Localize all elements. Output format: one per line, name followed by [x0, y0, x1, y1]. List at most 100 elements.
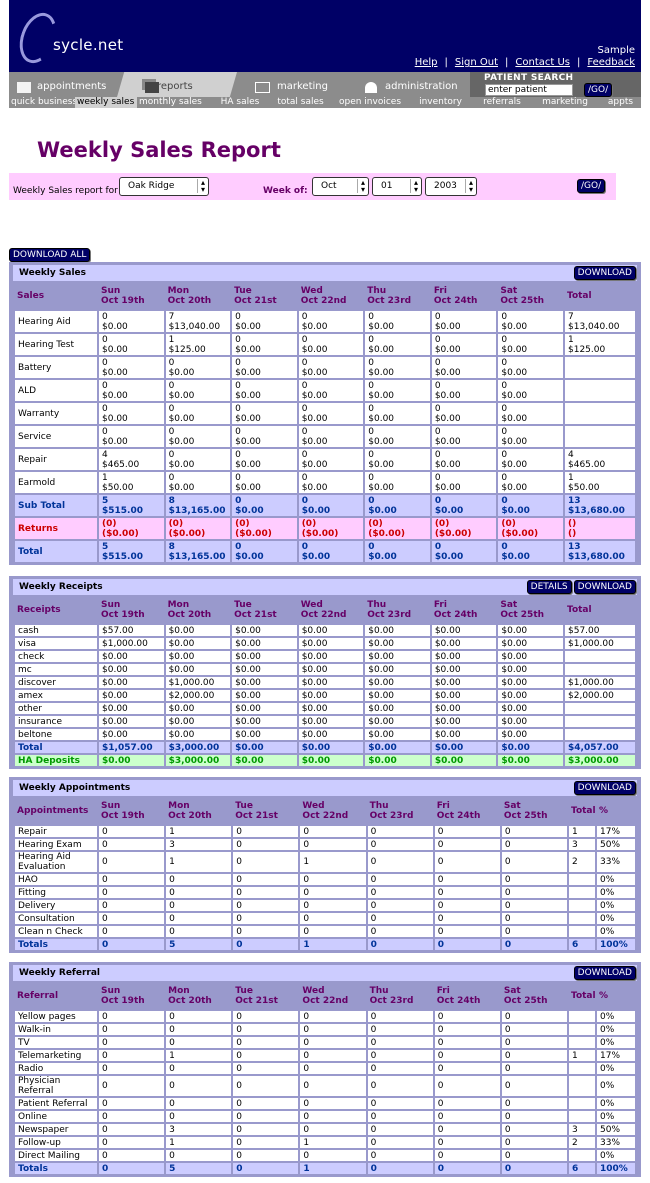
table-cell: 7 $13,040.00: [565, 311, 635, 332]
weekday: Sat: [503, 801, 521, 811]
table-cell: $0.00: [365, 664, 430, 675]
table-row: mc $0.00 $0.00 $0.00 $0.00 $0.00 $0.00 $0.00: [15, 664, 635, 675]
table-cell: $0.00: [431, 664, 497, 675]
help-link[interactable]: Help: [414, 57, 438, 68]
table-cell: 0%: [597, 1150, 635, 1161]
details-button[interactable]: DETAILS: [526, 580, 572, 594]
tab-marketing[interactable]: marketing: [249, 72, 359, 97]
row-label: Totals: [15, 939, 97, 950]
table-cell: 0: [434, 1098, 500, 1109]
day-column-header: Mon Oct 20th: [166, 283, 231, 309]
table-cell: 0: [367, 1098, 433, 1109]
table-cell: 0: [166, 1150, 232, 1161]
cell-amount: $0.00: [434, 344, 461, 355]
subnav-marketing[interactable]: marketing: [542, 97, 588, 107]
table-cell: 0: [99, 1150, 165, 1161]
table-cell: 0 $0.00: [498, 426, 563, 447]
cell-amount: $0.00: [301, 436, 328, 447]
table-cell: 0: [166, 926, 232, 937]
patient-search-go-button[interactable]: /GO/: [584, 83, 613, 97]
location-select[interactable]: Oak Ridge: [119, 177, 209, 196]
table-cell: 0: [166, 1076, 232, 1096]
table-cell: $0.00: [431, 690, 497, 701]
cell-amount: $0.00: [301, 482, 328, 493]
subnav-HA-sales[interactable]: HA sales: [220, 97, 260, 107]
table-cell: 0: [434, 852, 500, 872]
day-column-header: Tue Oct 21st: [232, 283, 297, 309]
day-column-header: Sun Oct 19th: [99, 597, 164, 623]
table-cell: 0: [300, 874, 366, 885]
cell-count: 5: [102, 495, 109, 506]
tab-administration[interactable]: administration: [355, 72, 475, 97]
month-select[interactable]: Oct: [312, 177, 369, 196]
cell-amount: $0.00: [368, 459, 395, 470]
row-label: Fitting: [15, 887, 97, 898]
table-row: Direct Mailing 0 0 0 0 0 0 0 0%: [15, 1150, 635, 1161]
download-button[interactable]: DOWNLOAD: [573, 580, 636, 594]
day-column-header: Sun Oct 19th: [99, 798, 164, 824]
download-all-button[interactable]: DOWNLOAD ALL: [9, 248, 91, 262]
year-select[interactable]: 2003: [425, 177, 477, 196]
header-row: Referral Sun Oct 19th Mon Oct 20th Tue Oct 21s…: [15, 983, 635, 1009]
referral-table: Referral Sun Oct 19th Mon Oct 20th Tue Oct 21s…: [13, 981, 637, 1176]
weekday: Mon: [168, 986, 190, 996]
table-cell: $0.00: [99, 755, 164, 766]
table-cell: 0: [367, 1076, 433, 1096]
subnav-inventory[interactable]: inventory: [419, 97, 462, 107]
contact-us-link[interactable]: Contact Us: [515, 57, 570, 68]
table-cell: $0.00: [298, 690, 364, 701]
table-cell: 0: [300, 1111, 366, 1122]
table-cell: 0 $0.00: [365, 403, 430, 424]
weekday: Thu: [369, 986, 389, 996]
sign-out-link[interactable]: Sign Out: [454, 57, 498, 68]
table-cell: 3: [569, 839, 595, 850]
table-cell: $0.00: [232, 742, 297, 753]
table-cell: 0: [233, 1163, 299, 1174]
table-cell: $0.00: [165, 651, 231, 662]
table-cell: $1,000.00: [565, 638, 635, 649]
cell-count: 1: [568, 472, 574, 483]
cell-count: 0: [368, 334, 374, 345]
table-cell: $0.00: [498, 690, 563, 701]
cell-count: 0: [235, 426, 241, 437]
table-cell: 0: [367, 1037, 433, 1048]
logo-text: sycle.net: [53, 36, 124, 54]
subnav-monthly-sales[interactable]: monthly sales: [139, 97, 202, 107]
cell-count: 7: [568, 311, 574, 322]
download-button[interactable]: DOWNLOAD: [573, 781, 636, 795]
subnav-appts[interactable]: appts: [607, 97, 634, 107]
weekly-referral-panel: Weekly Referral DOWNLOAD Referral Sun Oct 19…: [9, 962, 641, 1177]
table-cell: 0 $0.00: [365, 472, 430, 493]
day-select[interactable]: 01: [372, 177, 422, 196]
cell-count: 0: [368, 426, 374, 437]
logo[interactable]: sycle.net: [13, 6, 141, 69]
table-cell: 0 $0.00: [431, 472, 497, 493]
table-cell: $0.00: [431, 742, 497, 753]
table-cell: $0.00: [232, 677, 297, 688]
table-cell: $0.00: [431, 755, 497, 766]
cell-count: 0: [434, 426, 441, 437]
download-button[interactable]: DOWNLOAD: [573, 966, 636, 980]
table-row: insurance $0.00 $0.00 $0.00 $0.00 $0.00 $0.00 $…: [15, 716, 635, 727]
tab-reports[interactable]: reports: [117, 72, 237, 97]
table-cell: 0: [99, 939, 165, 950]
row-label: Sub Total: [15, 495, 97, 516]
subnav-total-sales[interactable]: total sales: [277, 97, 324, 107]
subnav-open-invoices[interactable]: open invoices: [338, 97, 402, 107]
subnav-referrals[interactable]: referrals: [483, 97, 521, 107]
table-cell: 0: [367, 1050, 433, 1061]
table-cell: 2: [569, 1137, 595, 1148]
filter-go-button[interactable]: /GO/: [577, 179, 606, 193]
tab-appointments[interactable]: appointments: [9, 72, 119, 97]
subnav-quick-business[interactable]: quick business: [11, 97, 78, 107]
download-button[interactable]: DOWNLOAD: [573, 266, 636, 280]
patient-search-input[interactable]: [485, 84, 573, 96]
table-cell: 0%: [597, 1098, 635, 1109]
table-cell: 0 $0.00: [431, 357, 497, 378]
table-row: Totals 0 5 0 1 0 0 0 6 100%: [15, 1163, 635, 1174]
feedback-link[interactable]: Feedback: [587, 57, 635, 68]
table-cell: $0.00: [99, 651, 164, 662]
panel-buttons: DETAILS DOWNLOAD: [526, 580, 636, 594]
table-cell: $3,000.00: [165, 755, 231, 766]
subnav-weekly-sales[interactable]: weekly sales: [75, 97, 137, 108]
